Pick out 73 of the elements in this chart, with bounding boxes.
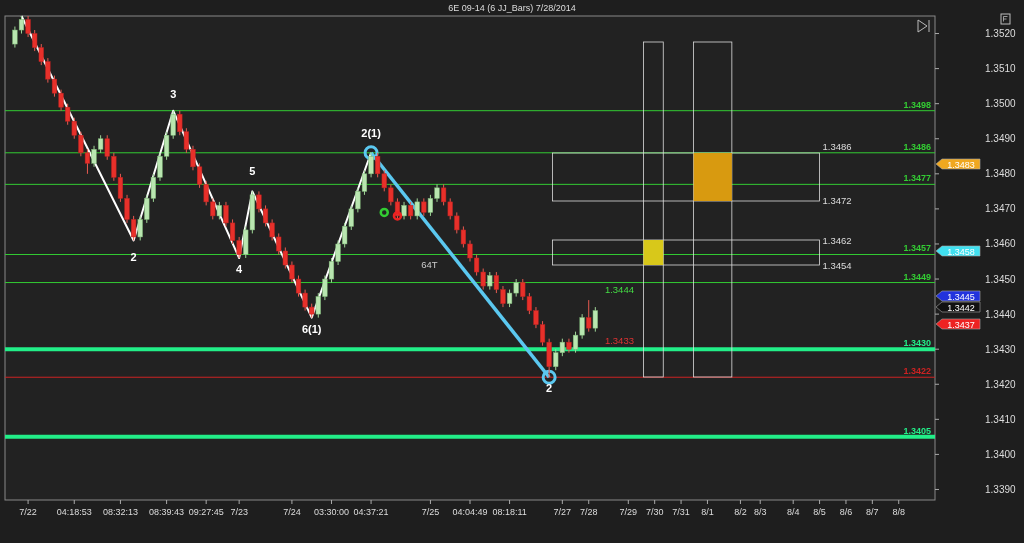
annotation: 4 (236, 263, 244, 275)
ref-line-label: 1.3430 (903, 338, 931, 349)
x-tick-label: 8/1 (701, 507, 714, 517)
annotation: 1.3454 (822, 260, 852, 271)
annotation: 6(1) (301, 323, 322, 335)
y-tick-label: 1.3420 (985, 378, 1017, 390)
y-tick-label: 1.3410 (985, 413, 1017, 425)
x-tick-label: 04:04:49 (452, 507, 488, 517)
point (363, 145, 379, 161)
ref-line-label: 1.3449 (903, 271, 931, 282)
point (379, 207, 390, 218)
chart-title: 6E 09-14 (6 JJ_Bars) 7/28/2014 (448, 3, 576, 13)
y-tick-label: 1.3490 (985, 133, 1017, 145)
x-tick-label: 09:27:45 (188, 507, 224, 517)
annotation: 1.3433 (604, 335, 634, 346)
x-tick-label: 7/30 (645, 507, 664, 517)
x-tick-label: 7/23 (230, 507, 248, 517)
ref-line-label: 1.3422 (903, 366, 931, 377)
text: 1.3458 (947, 246, 975, 257)
y-tick-label: 1.3400 (985, 448, 1017, 460)
point (392, 211, 403, 221)
x-tick-label: 8/5 (813, 507, 826, 517)
ref-line-label: 1.3457 (903, 243, 931, 254)
x-tick-label: 03:30:00 (313, 507, 350, 517)
x-tick-label: 7/31 (672, 507, 690, 517)
x-tick-label: 04:37:21 (353, 507, 389, 517)
y-tick-label: 1.3480 (985, 168, 1017, 180)
y-tick-label: 1.3520 (985, 28, 1017, 40)
x-tick-label: 7/24 (283, 507, 301, 517)
point (541, 369, 557, 385)
x-tick-label: 7/28 (579, 507, 598, 517)
ref-line-label: 1.3498 (903, 99, 931, 110)
x-tick-label: 04:18:53 (56, 507, 92, 517)
y-tick-label: 1.3500 (985, 98, 1017, 110)
y-tick-label: 1.3470 (985, 203, 1017, 215)
annotation: 1.3444 (604, 284, 634, 295)
y-tick-label: 1.3460 (985, 238, 1017, 250)
annotation: 3 (170, 88, 177, 100)
y-tick-label: 1.3510 (985, 63, 1017, 75)
x-tick-label: 7/27 (553, 507, 572, 517)
x-tick-label: 8/2 (734, 507, 747, 517)
text: 1.3483 (947, 159, 975, 170)
x-tick-label: 8/6 (839, 507, 853, 517)
x-tick-label: 08:18:11 (492, 507, 527, 517)
y-tick-label: 1.3450 (985, 273, 1017, 285)
annotation: 64T (421, 259, 438, 270)
x-tick-label: 7/22 (19, 507, 37, 517)
text: 1.3437 (947, 319, 975, 330)
ref-line-label: 1.3405 (903, 425, 931, 436)
y-tick-label: 1.3440 (985, 308, 1017, 320)
x-tick-label: 8/4 (786, 507, 800, 517)
x-tick-label: 8/3 (753, 507, 767, 517)
x-tick-label: 8/8 (892, 507, 905, 517)
annotation: 1.3472 (822, 195, 852, 206)
annotation: 2(1) (361, 127, 382, 139)
ref-line-label: 1.3486 (903, 141, 931, 152)
candlestick (586, 299, 592, 333)
annotation: 1.3486 (822, 141, 852, 152)
text: 1.3445 (947, 291, 975, 302)
x-tick-label: 08:39:43 (149, 507, 185, 517)
x-tick-label: 8/7 (866, 507, 879, 517)
candlestick (592, 306, 598, 333)
ref-line-label: 1.3477 (903, 173, 931, 184)
x-tick-label: 08:32:13 (102, 507, 138, 517)
x-tick-label: 7/25 (421, 507, 440, 517)
y-tick-label: 1.3430 (985, 343, 1017, 355)
annotation: 1.3462 (822, 235, 852, 246)
y-tick-label: 1.3390 (985, 483, 1017, 495)
x-tick-label: 7/29 (619, 507, 638, 517)
annotation: 5 (249, 165, 256, 177)
candlestick (414, 197, 420, 220)
text: 1.3442 (947, 302, 975, 313)
annotation: 2 (546, 382, 553, 394)
